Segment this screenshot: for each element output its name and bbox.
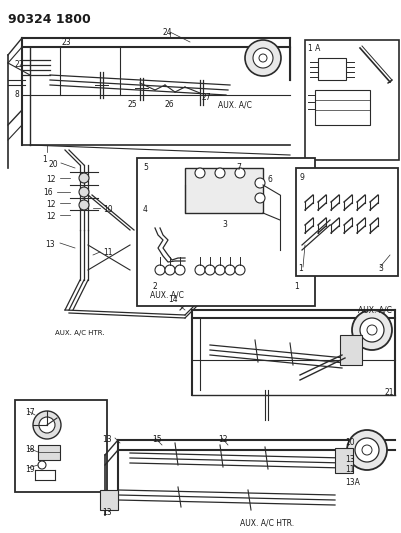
Circle shape: [244, 40, 280, 76]
Text: 7: 7: [235, 163, 240, 172]
Text: 13: 13: [102, 508, 112, 517]
Text: 17: 17: [25, 408, 34, 417]
Circle shape: [235, 265, 244, 275]
Text: 1 A: 1 A: [307, 44, 320, 53]
Circle shape: [194, 265, 205, 275]
Text: 2: 2: [153, 282, 157, 291]
Circle shape: [38, 461, 46, 469]
Text: 12: 12: [217, 435, 227, 444]
Bar: [339, 335, 361, 365]
Circle shape: [359, 318, 383, 342]
Text: 90324 1800: 90324 1800: [8, 13, 91, 26]
Text: 20: 20: [48, 160, 58, 169]
Circle shape: [79, 200, 89, 210]
Text: AUX. A/C HTR.: AUX. A/C HTR.: [239, 518, 294, 527]
Text: 4: 4: [143, 205, 148, 214]
Circle shape: [252, 48, 272, 68]
Text: 12: 12: [47, 200, 56, 209]
Text: 22: 22: [15, 60, 24, 69]
Circle shape: [215, 168, 225, 178]
Text: 13A: 13A: [344, 478, 359, 487]
Circle shape: [361, 445, 371, 455]
Text: AUX. A/C: AUX. A/C: [150, 290, 183, 299]
Circle shape: [39, 417, 55, 433]
Text: 25: 25: [128, 100, 137, 109]
Bar: [184, 168, 262, 213]
Text: 24: 24: [162, 28, 172, 37]
Bar: [100, 490, 118, 510]
Bar: [38, 445, 60, 460]
Circle shape: [351, 310, 391, 350]
Text: AUX. A/C: AUX. A/C: [357, 305, 391, 314]
Text: 12: 12: [47, 212, 56, 221]
Bar: [295, 168, 397, 276]
Bar: [15, 400, 107, 492]
Circle shape: [346, 430, 386, 470]
Text: 26: 26: [164, 100, 174, 109]
Text: 23: 23: [62, 38, 71, 47]
Circle shape: [354, 438, 378, 462]
Circle shape: [174, 265, 184, 275]
Bar: [314, 90, 369, 125]
Circle shape: [194, 168, 205, 178]
Text: 6: 6: [267, 175, 272, 184]
Text: 13: 13: [45, 240, 55, 249]
Circle shape: [254, 178, 264, 188]
Text: 13: 13: [102, 435, 112, 444]
Circle shape: [366, 325, 376, 335]
Circle shape: [155, 265, 164, 275]
Text: 1: 1: [297, 264, 302, 273]
Circle shape: [79, 187, 89, 197]
Text: 10: 10: [103, 205, 112, 214]
Bar: [334, 448, 352, 473]
Text: 13: 13: [344, 455, 354, 464]
Text: 11: 11: [344, 465, 354, 474]
Circle shape: [254, 193, 264, 203]
Circle shape: [258, 54, 266, 62]
Text: 11: 11: [103, 248, 112, 257]
Text: 9: 9: [299, 173, 304, 182]
Circle shape: [215, 265, 225, 275]
Text: 16: 16: [43, 188, 53, 197]
Text: 10: 10: [344, 438, 354, 447]
Text: 1: 1: [293, 282, 298, 291]
Circle shape: [205, 265, 215, 275]
Text: 19: 19: [25, 465, 34, 474]
Circle shape: [225, 265, 235, 275]
Text: 3: 3: [221, 220, 226, 229]
Circle shape: [164, 265, 174, 275]
Text: 8: 8: [15, 90, 20, 99]
Circle shape: [235, 168, 244, 178]
Text: 18: 18: [25, 445, 34, 454]
Text: 5: 5: [143, 163, 148, 172]
Text: 15: 15: [152, 435, 161, 444]
Bar: [304, 40, 398, 160]
Circle shape: [33, 411, 61, 439]
Bar: [137, 158, 314, 306]
Text: 1: 1: [42, 155, 47, 164]
Text: AUX. A/C: AUX. A/C: [217, 100, 251, 109]
Text: 27: 27: [201, 93, 211, 102]
Text: 14: 14: [168, 295, 177, 304]
Text: 3: 3: [377, 264, 382, 273]
Circle shape: [79, 173, 89, 183]
Text: AUX. A/C HTR.: AUX. A/C HTR.: [55, 330, 104, 336]
Bar: [317, 58, 345, 80]
Text: 12: 12: [47, 175, 56, 184]
Text: 21: 21: [384, 388, 393, 397]
